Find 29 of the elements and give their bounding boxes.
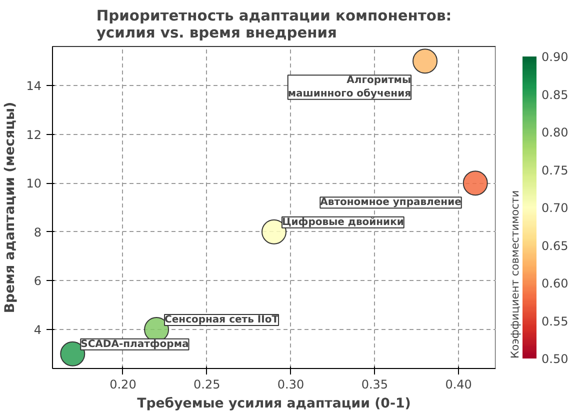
y-tick-label: 8 [34, 225, 42, 240]
x-tick-label: 0.20 [110, 378, 136, 392]
color-bar-label: 0.50 [542, 352, 568, 366]
color-bar-label: 0.80 [542, 126, 568, 140]
color-bar-label: 0.55 [542, 314, 568, 328]
color-bar-label: 0.70 [542, 201, 568, 215]
x-tick-label: 0.30 [277, 378, 304, 392]
chart-title: Приоритетность адаптации компонентов: усилия vs. время внедрения [96, 8, 452, 42]
y-tick-label: 14 [26, 79, 42, 94]
x-tick-label: 0.40 [445, 378, 472, 392]
color-bar-label: 0.85 [542, 88, 568, 102]
y-tick-label: 10 [26, 176, 42, 191]
color-bar-label: 0.65 [542, 238, 568, 253]
y-tick-label: 12 [26, 128, 42, 142]
annotation: Цифровые двойники [282, 216, 404, 228]
y-axis-title: Время адаптации (месяцы) [3, 102, 18, 314]
x-tick-label: 0.35 [361, 378, 388, 392]
annotation: SCADA-платформа [80, 338, 189, 350]
point [462, 170, 488, 196]
color-bar-label: 0.75 [542, 163, 568, 178]
y-tick-label: 4 [34, 322, 42, 337]
point [412, 48, 438, 74]
x-axis-title: Требуемые усилия адаптации (0-1) [137, 396, 411, 412]
y-tick-label: 6 [34, 274, 42, 288]
annotation: Алгоритмы машинного обучения [288, 75, 412, 100]
color-bar-title: Коэффициент совместимости [508, 190, 522, 358]
x-tick-label: 0.25 [194, 378, 220, 392]
color-bar-label: 0.90 [542, 50, 568, 64]
color-bar-label: 0.60 [542, 276, 568, 290]
